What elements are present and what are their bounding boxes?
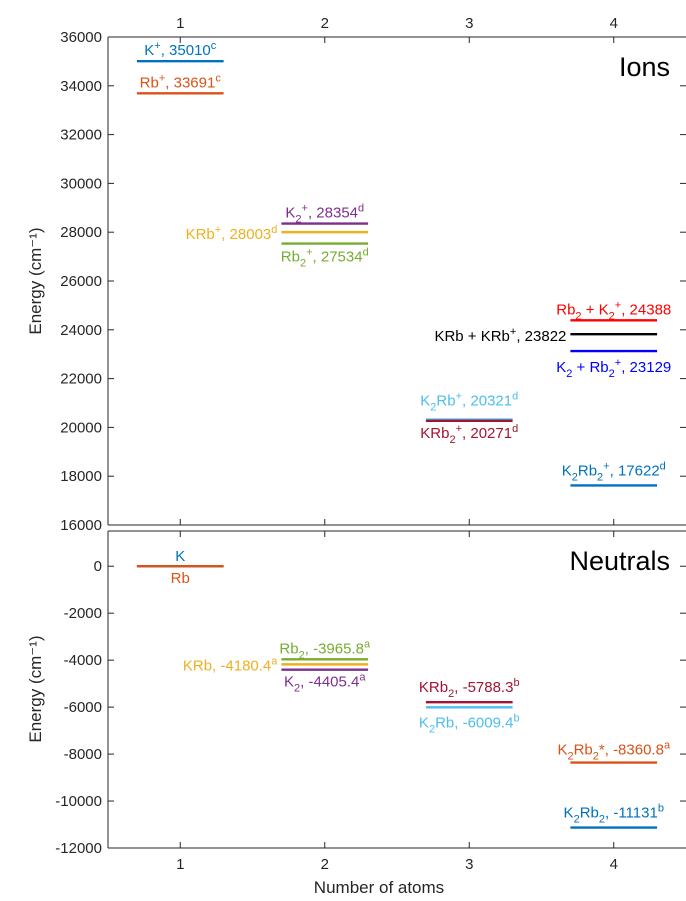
y-tick-label: -2000 xyxy=(64,605,102,622)
y-tick-label: 16000 xyxy=(60,517,102,534)
y-tick-label: -6000 xyxy=(64,699,102,716)
x-tick-label: 1 xyxy=(176,856,184,873)
x-tick-label: 3 xyxy=(465,856,473,873)
energy-level-label: KRb+, 28003d xyxy=(186,224,278,243)
y-tick-label: 18000 xyxy=(60,468,102,485)
y-tick-label: 34000 xyxy=(60,78,102,95)
energy-level-label: K2Rb2, -11131b xyxy=(564,803,664,826)
x-tick-label: 4 xyxy=(610,15,618,32)
energy-level-label: KRb2, -5788.3b xyxy=(419,677,520,700)
energy-level-label: K xyxy=(175,548,185,565)
energy-level-label: K2 + Rb2+, 23129 xyxy=(556,357,671,380)
energy-level-label: Rb2 + K2+, 24388 xyxy=(556,299,671,322)
x-tick-label: 1 xyxy=(176,15,184,32)
x-tick-label: 4 xyxy=(610,856,618,873)
energy-level-label: K2Rb2*, -8360.8a xyxy=(557,740,671,763)
x-axis-label: Number of atoms xyxy=(314,878,444,897)
y-tick-label: 30000 xyxy=(60,175,102,192)
y-tick-label: -10000 xyxy=(55,793,102,810)
x-tick-label: 2 xyxy=(321,15,329,32)
y-tick-label: -4000 xyxy=(64,652,102,669)
y-tick-label: 24000 xyxy=(60,322,102,339)
x-tick-label: 2 xyxy=(321,856,329,873)
y-tick-label: 28000 xyxy=(60,224,102,241)
energy-level-label: Rb xyxy=(171,570,190,587)
energy-level-label: Rb+, 33691c xyxy=(140,72,222,91)
energy-level-label: K2Rb2+, 17622d xyxy=(562,460,666,483)
energy-level-label: K2Rb+, 20321d xyxy=(420,391,518,414)
panel-label: Ions xyxy=(619,52,670,82)
y-tick-label: -12000 xyxy=(55,840,102,857)
x-tick-label: 3 xyxy=(465,15,473,32)
energy-level-label: Rb2, -3965.8a xyxy=(279,638,371,661)
energy-level-label: KRb, -4180.4a xyxy=(183,655,278,674)
panel-label: Neutrals xyxy=(569,546,670,576)
energy-level-label: K2+, 28354d xyxy=(285,203,364,226)
y-tick-label: 0 xyxy=(94,558,102,575)
y-tick-label: 36000 xyxy=(60,29,102,46)
y-tick-label: 26000 xyxy=(60,273,102,290)
energy-level-label: K2Rb, -6009.4b xyxy=(419,712,520,735)
energy-level-label: KRb2+, 20271d xyxy=(420,423,518,446)
y-tick-label: 22000 xyxy=(60,371,102,388)
y-tick-label: 20000 xyxy=(60,419,102,436)
y-axis-label: Energy (cm⁻¹) xyxy=(26,227,45,334)
y-tick-label: 32000 xyxy=(60,127,102,144)
energy-level-label: K2, -4405.4a xyxy=(284,672,366,695)
ions-panel: 16000 18000 20000 22000 24000 26000 28000 30000… xyxy=(26,15,686,534)
y-tick-label: -8000 xyxy=(64,746,102,763)
energy-level-label: Rb2+, 27534d xyxy=(281,247,369,270)
neutrals-panel: -12000 -10000 -8000 -6000 -4000 -2000 0 1 2 3 4 Ene… xyxy=(26,530,686,873)
energy-level-label: KRb + KRb+, 23822 xyxy=(434,326,566,345)
y-axis-label: Energy (cm⁻¹) xyxy=(26,635,45,742)
energy-level-label: K+, 35010c xyxy=(144,40,217,59)
